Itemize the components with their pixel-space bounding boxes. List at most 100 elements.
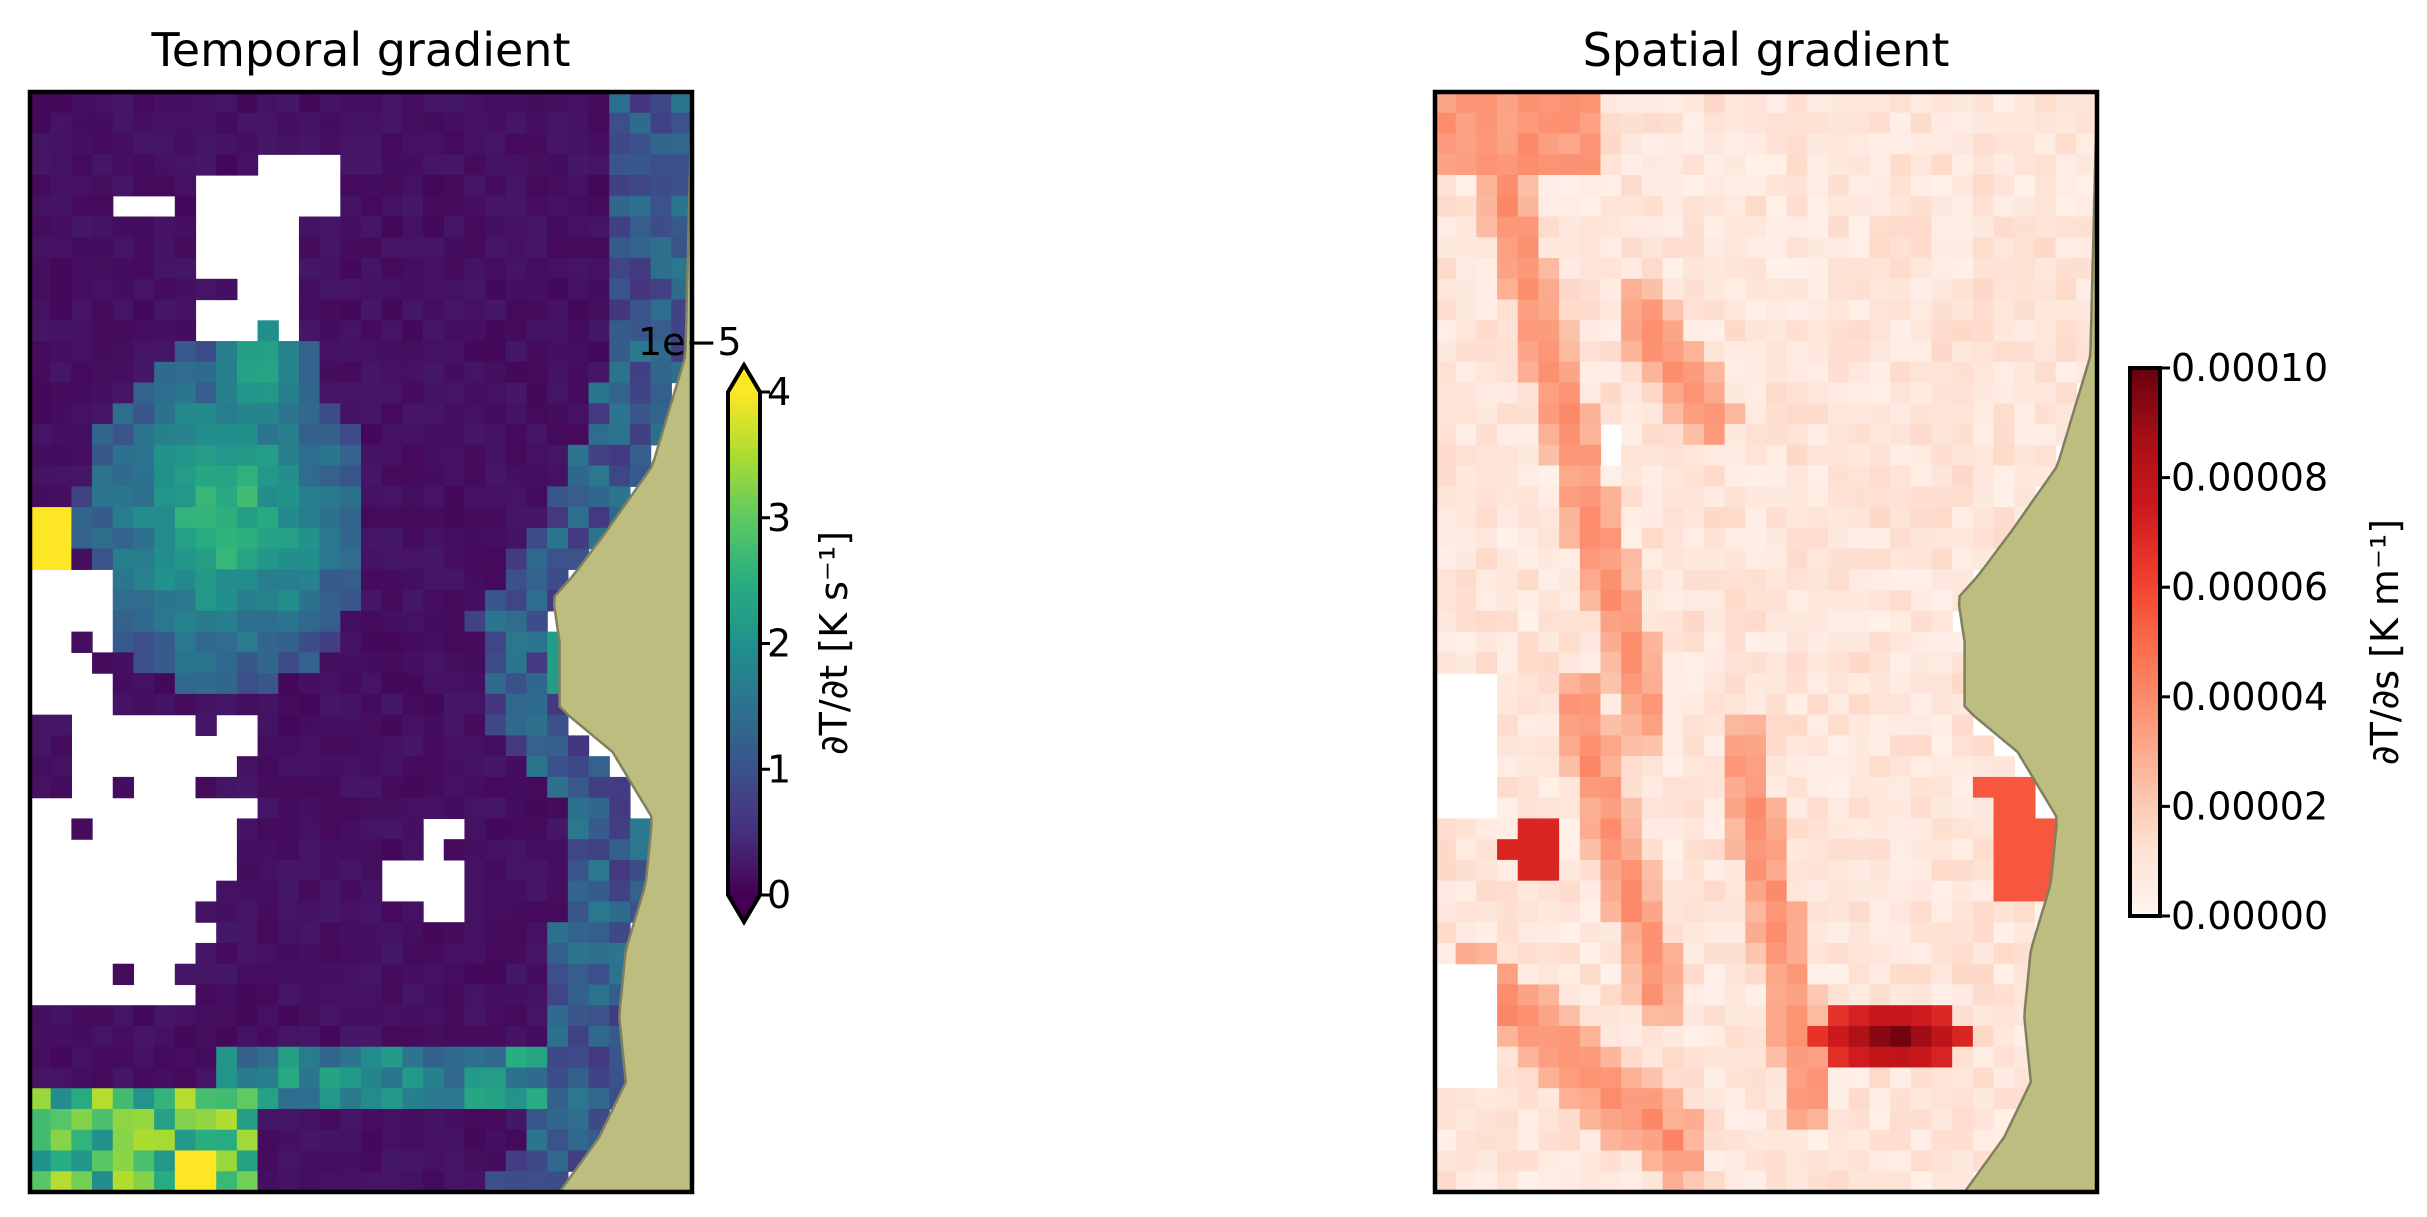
heatmap-cell bbox=[30, 776, 52, 799]
heatmap-cell bbox=[361, 341, 383, 363]
heatmap-cell bbox=[340, 1150, 362, 1172]
heatmap-cell bbox=[464, 258, 486, 280]
heatmap-cell bbox=[1703, 507, 1726, 529]
heatmap-cell bbox=[1993, 922, 2015, 944]
heatmap-cell bbox=[1890, 901, 1912, 923]
heatmap-cell bbox=[133, 424, 155, 446]
heatmap-cell bbox=[505, 237, 528, 259]
heatmap-cell bbox=[1724, 299, 1746, 321]
heatmap-cell bbox=[1993, 776, 2015, 799]
heatmap-cell bbox=[1786, 320, 1808, 342]
heatmap-cell bbox=[319, 610, 341, 633]
heatmap-cell bbox=[1497, 175, 1519, 197]
heatmap-cell bbox=[71, 195, 93, 218]
heatmap-cell bbox=[1890, 112, 1912, 135]
heatmap-cell bbox=[195, 984, 217, 1006]
heatmap-cell bbox=[340, 258, 362, 280]
heatmap-cell bbox=[1579, 527, 1602, 550]
heatmap-cell bbox=[1766, 880, 1788, 903]
heatmap-cell bbox=[1559, 901, 1581, 923]
heatmap-cell bbox=[1910, 1088, 1933, 1110]
heatmap-cell bbox=[1538, 714, 1560, 736]
heatmap-cell bbox=[1828, 175, 1850, 197]
heatmap-cell bbox=[1683, 112, 1705, 135]
heatmap-cell bbox=[1517, 797, 1540, 820]
heatmap-cell bbox=[485, 963, 507, 986]
heatmap-cell bbox=[1910, 880, 1933, 903]
heatmap-cell bbox=[588, 818, 610, 840]
heatmap-cell bbox=[1766, 590, 1788, 612]
heatmap-cell bbox=[92, 652, 114, 674]
heatmap-cell bbox=[30, 1129, 52, 1152]
heatmap-cell bbox=[1972, 465, 1995, 487]
heatmap-cell bbox=[1703, 859, 1726, 882]
heatmap-cell bbox=[423, 403, 445, 425]
heatmap-cell bbox=[1435, 195, 1457, 218]
heatmap-cell bbox=[154, 1108, 176, 1131]
heatmap-cell bbox=[1890, 424, 1912, 446]
heatmap-cell bbox=[1559, 154, 1581, 176]
heatmap-cell bbox=[1993, 299, 2015, 321]
heatmap-cell bbox=[319, 216, 341, 238]
heatmap-cell bbox=[526, 507, 548, 529]
heatmap-cell bbox=[1952, 237, 1974, 259]
heatmap-cell bbox=[1621, 112, 1643, 135]
heatmap-cell bbox=[1869, 548, 1891, 570]
heatmap-cell bbox=[174, 258, 197, 280]
heatmap-cell bbox=[1910, 901, 1933, 923]
heatmap-cell bbox=[361, 1046, 383, 1069]
heatmap-cell bbox=[1952, 465, 1974, 487]
heatmap-cell bbox=[361, 1108, 383, 1131]
heatmap-cell bbox=[71, 1025, 93, 1048]
heatmap-cell bbox=[195, 569, 217, 591]
heatmap-cell bbox=[71, 175, 93, 197]
heatmap-cell bbox=[1435, 361, 1457, 384]
heatmap-cell bbox=[1683, 1046, 1705, 1069]
heatmap-cell bbox=[1579, 299, 1602, 321]
heatmap-cell bbox=[547, 942, 569, 965]
heatmap-cell bbox=[1910, 403, 1933, 425]
heatmap-cell bbox=[1972, 299, 1995, 321]
heatmap-cell bbox=[1621, 1171, 1643, 1192]
heatmap-cell bbox=[547, 797, 569, 820]
heatmap-cell bbox=[1828, 1005, 1850, 1027]
heatmap-cell bbox=[1724, 818, 1746, 840]
heatmap-cell bbox=[71, 403, 93, 425]
heatmap-cell bbox=[1890, 963, 1912, 986]
heatmap-cell bbox=[1621, 839, 1643, 861]
heatmap-cell bbox=[112, 1088, 135, 1110]
heatmap-cell bbox=[1435, 278, 1457, 301]
heatmap-cell bbox=[485, 486, 507, 508]
heatmap-cell bbox=[1621, 507, 1643, 529]
heatmap-cell bbox=[547, 278, 569, 301]
heatmap-cell bbox=[319, 569, 341, 591]
heatmap-cell bbox=[1579, 1129, 1602, 1152]
heatmap-cell bbox=[567, 175, 590, 197]
heatmap-cell bbox=[1786, 1046, 1808, 1069]
heatmap-cell bbox=[423, 527, 445, 550]
heatmap-cell bbox=[195, 776, 217, 799]
heatmap-cell bbox=[423, 569, 445, 591]
heatmap-cell bbox=[133, 1129, 155, 1152]
heatmap-cell bbox=[1517, 1025, 1540, 1048]
heatmap-cell bbox=[547, 299, 569, 321]
heatmap-cell bbox=[298, 1108, 321, 1131]
heatmap-cell bbox=[30, 278, 52, 301]
heatmap-cell bbox=[505, 590, 528, 612]
heatmap-cell bbox=[1621, 652, 1643, 674]
heatmap-cell bbox=[1455, 839, 1477, 861]
heatmap-cell bbox=[1435, 258, 1457, 280]
heatmap-cell bbox=[174, 569, 197, 591]
heatmap-cell bbox=[1435, 299, 1457, 321]
heatmap-cell bbox=[174, 341, 197, 363]
heatmap-cell bbox=[1497, 776, 1519, 799]
heatmap-cell bbox=[402, 216, 424, 238]
heatmap-cell bbox=[505, 1025, 528, 1048]
heatmap-cell bbox=[547, 382, 569, 404]
heatmap-cell bbox=[2055, 382, 2077, 404]
heatmap-cell bbox=[381, 465, 403, 487]
colorbar-tick-label: 2 bbox=[767, 622, 791, 666]
heatmap-cell bbox=[1786, 112, 1808, 135]
heatmap-cell bbox=[526, 1067, 548, 1089]
heatmap-cell bbox=[1828, 735, 1850, 757]
